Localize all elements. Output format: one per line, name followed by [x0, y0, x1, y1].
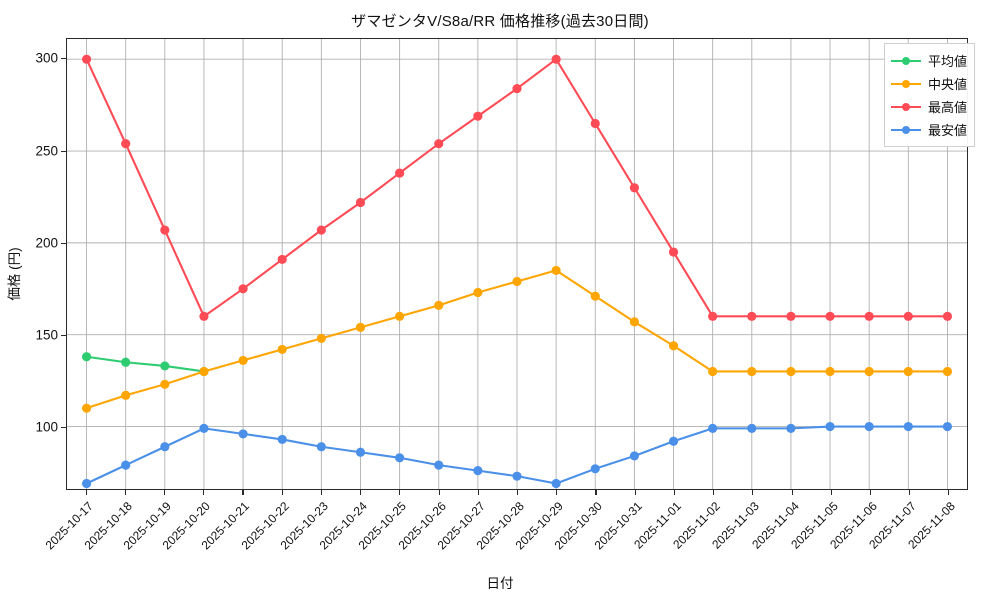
legend-item[interactable]: 中央値: [891, 72, 967, 95]
legend-marker-icon: [891, 123, 921, 137]
gridlines: [67, 39, 967, 489]
x-tick-mark: [360, 490, 362, 495]
legend-item[interactable]: 最高値: [891, 95, 967, 118]
x-tick-mark: [281, 490, 283, 495]
chart-title: ザマゼンタV/S8a/RR 価格推移(過去30日間): [351, 13, 649, 30]
x-tick-mark: [477, 490, 479, 495]
legend-item-label: 最安値: [928, 123, 968, 138]
legend-marker-icon: [891, 77, 921, 91]
x-tick-mark: [203, 490, 205, 495]
x-tick-mark: [830, 490, 832, 495]
legend-marker-icon: [891, 54, 921, 68]
y-tick-label: 150: [35, 327, 58, 343]
plot-area: [66, 38, 968, 490]
legend-marker-icon: [891, 100, 921, 114]
x-tick-mark: [164, 490, 166, 495]
y-tick-mark: [61, 58, 66, 60]
y-tick-label: 250: [35, 143, 58, 159]
y-tick-label: 300: [35, 50, 58, 66]
x-tick-mark: [399, 490, 401, 495]
y-tick-label: 200: [35, 235, 58, 251]
x-tick-mark: [517, 490, 519, 495]
x-tick-mark: [948, 490, 950, 495]
x-tick-mark: [320, 490, 322, 495]
x-axis-label: 日付: [486, 576, 514, 591]
y-tick-mark: [61, 335, 66, 337]
y-tick-label: 100: [35, 419, 58, 435]
x-tick-mark: [909, 490, 911, 495]
x-tick-mark: [85, 490, 87, 495]
legend-item-label: 平均値: [928, 54, 968, 69]
legend-item-label: 中央値: [928, 77, 968, 92]
y-tick-mark: [61, 150, 66, 152]
x-tick-mark: [595, 490, 597, 495]
x-tick-mark: [124, 490, 126, 495]
legend-item-label: 最高値: [928, 100, 968, 115]
y-axis-label: 価格 (円): [7, 247, 22, 301]
x-tick-mark: [438, 490, 440, 495]
x-tick-mark: [752, 490, 754, 495]
legend-item[interactable]: 平均値: [891, 49, 967, 72]
x-tick-mark: [791, 490, 793, 495]
y-tick-mark: [61, 427, 66, 429]
x-tick-mark: [673, 490, 675, 495]
y-tick-mark: [61, 242, 66, 244]
chart-legend: 平均値中央値最高値最安値: [884, 43, 976, 147]
legend-item[interactable]: 最安値: [891, 118, 967, 141]
x-tick-mark: [634, 490, 636, 495]
x-tick-mark: [713, 490, 715, 495]
series-layer: [81, 54, 953, 489]
x-tick-mark: [869, 490, 872, 495]
x-tick-mark: [242, 490, 244, 495]
x-tick-mark: [556, 490, 558, 495]
